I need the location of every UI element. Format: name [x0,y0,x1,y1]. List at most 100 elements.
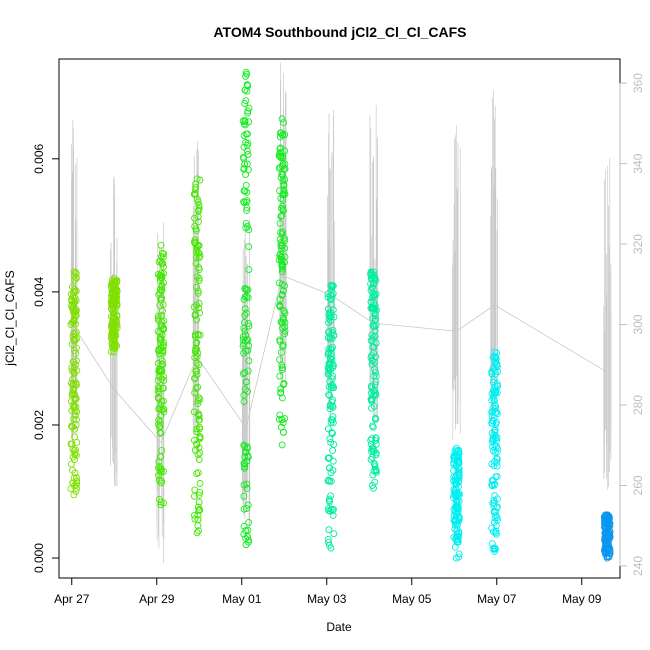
data-point [243,206,251,214]
data-point [157,453,164,461]
data-point [276,187,284,195]
data-point [281,258,288,266]
secondary-trace-segment [113,389,162,443]
data-point [70,268,78,276]
data-point [326,495,333,503]
data-point [278,115,286,123]
data-point [159,260,167,268]
data-point [241,464,248,472]
data-point [488,438,496,446]
data-point [195,274,203,282]
data-point [239,370,247,378]
data-point [489,435,497,442]
data-point [489,499,497,507]
data-point [280,381,287,388]
data-point [192,254,200,262]
data-point [73,344,80,352]
data-point [369,447,377,455]
data-point [195,444,203,452]
data-point [70,310,78,318]
data-point [113,300,121,308]
data-point [452,444,460,452]
data-point [240,441,248,449]
data-point [245,357,253,365]
data-points [67,68,614,562]
data-point [194,383,202,391]
data-point [277,253,285,261]
data-point [240,143,248,151]
data-point [193,371,201,379]
y2-tick-label: 320 [631,234,645,254]
data-point [193,440,201,448]
data-point [193,470,201,477]
data-point [242,97,250,105]
data-point [110,318,118,326]
data-point [278,291,286,299]
data-point [488,481,496,489]
data-point [160,263,167,271]
data-point [488,412,496,420]
data-point [240,187,248,195]
data-point [70,336,78,343]
data-point [67,485,75,493]
data-point [195,254,203,262]
x-tick-label: Apr 27 [54,592,90,606]
data-point [326,498,333,506]
data-point [325,538,332,546]
data-point [330,331,338,339]
data-point [278,441,286,449]
data-point [241,86,249,94]
data-point [371,275,379,282]
data-point [324,349,332,357]
y-tick-label: 0.006 [32,143,46,173]
data-point [192,344,200,352]
data-point [245,226,253,234]
data-point [69,401,77,409]
data-point [192,339,200,347]
data-point [371,327,379,335]
data-point [325,365,333,373]
data-point [490,481,498,489]
y-tick-label: 0.002 [32,410,46,440]
data-point [193,175,201,183]
data-point [194,397,202,405]
data-point [278,170,286,178]
data-point [277,213,285,220]
data-point [488,408,496,416]
data-point [326,435,334,443]
data-point [280,307,288,315]
data-point [491,547,499,555]
data-point [606,528,614,536]
data-point [276,133,284,141]
data-point [244,501,252,509]
data-point [370,349,377,357]
data-point [158,360,166,368]
data-point [242,68,250,76]
data-point [71,391,79,399]
data-point [370,268,377,276]
data-point [603,554,611,562]
secondary-trace-segment [196,356,247,429]
data-point [491,545,499,553]
data-point [455,470,463,478]
data-point [155,316,162,324]
data-point [491,448,499,456]
data-point [160,405,167,413]
data-point [70,318,78,326]
data-point [191,186,199,194]
data-point [110,275,118,283]
x-tick-label: May 03 [307,592,347,606]
data-point [327,384,335,392]
data-point [372,467,380,475]
x-tick-label: May 07 [477,592,517,606]
data-point [244,320,252,328]
data-point [277,229,284,236]
data-point [191,222,199,230]
data-point [70,368,78,376]
data-point [190,511,198,519]
data-point [69,423,77,431]
data-point [327,439,335,446]
data-point [244,387,252,395]
data-point [191,214,198,222]
